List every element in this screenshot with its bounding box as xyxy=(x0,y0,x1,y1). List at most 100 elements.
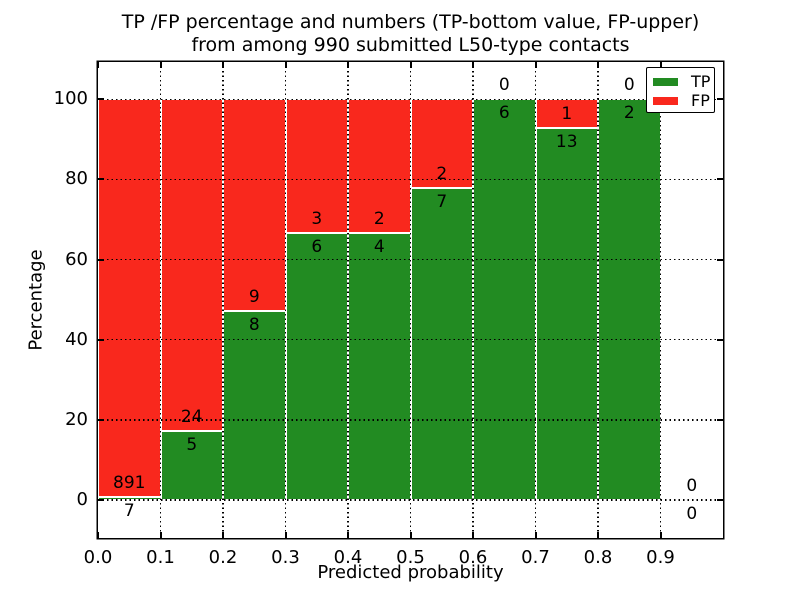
gridline-v-0p6 xyxy=(472,62,474,538)
labels-layer: 891 7 24 5 9 8 3 6 2 4 2 7 0 6 1 13 0 2 0 0 xyxy=(98,62,723,538)
tp-count-label-bin3: 6 xyxy=(311,236,323,257)
x-tick-top-0.9 xyxy=(659,62,662,68)
y-tick-left-0 xyxy=(98,498,104,501)
tp-count-label-bin7: 13 xyxy=(555,131,578,152)
fp-count-label-bin1: 24 xyxy=(180,406,203,427)
legend: TP FP xyxy=(646,67,715,113)
bars-layer xyxy=(98,62,723,538)
plot-area: 891 7 24 5 9 8 3 6 2 4 2 7 0 6 1 13 0 2 0 0 0.0 0.1 0.2 0.3 0.4 0… xyxy=(54,62,723,568)
tp-count-label-bin2: 8 xyxy=(248,315,260,336)
y-tick-right-100 xyxy=(717,98,723,101)
x-tick-label-0.7: 0.7 xyxy=(521,547,550,568)
gridline-v-0p2 xyxy=(222,62,224,538)
x-tick-label-0.8: 0.8 xyxy=(583,547,613,568)
y-tick-label-60: 60 xyxy=(65,248,88,270)
y-tick-left-80 xyxy=(98,178,104,181)
x-tick-label-0.1: 0.1 xyxy=(146,547,175,568)
x-tick-top-0.3 xyxy=(284,62,287,68)
fp-count-label-bin0: 891 xyxy=(113,472,146,493)
tp-count-label-bin0: 7 xyxy=(123,500,135,521)
bar-fp-bin4 xyxy=(348,99,411,233)
x-tick-bottom-0.9 xyxy=(659,532,662,538)
x-tick-top-0.5 xyxy=(409,62,412,68)
gridline-v-0p4 xyxy=(347,62,349,538)
x-tick-bottom-0.1 xyxy=(159,532,162,538)
bar-fp-bin3 xyxy=(285,99,348,233)
x-tick-bottom-0.2 xyxy=(222,532,224,538)
fp-count-label-bin7: 1 xyxy=(561,103,573,124)
gridline-v-0p8 xyxy=(597,62,599,538)
x-tick-label-0.2: 0.2 xyxy=(208,547,238,568)
gridline-v-0p3 xyxy=(284,62,287,538)
y-tick-left-100 xyxy=(98,98,104,101)
x-tick-top-0.7 xyxy=(534,62,537,68)
bar-fp-bin5 xyxy=(410,99,473,189)
legend-tp-swatch-icon xyxy=(653,77,678,86)
chart-title-line1: TP /FP percentage and numbers (TP-bottom… xyxy=(121,11,700,33)
fp-count-label-bin2: 9 xyxy=(248,287,260,308)
legend-tp-label: TP xyxy=(691,72,711,91)
grid-layer xyxy=(98,62,723,538)
y-tick-label-0: 0 xyxy=(76,488,88,510)
ticks-layer xyxy=(97,62,723,538)
x-tick-top-0.4 xyxy=(347,62,349,68)
x-tick-label-0.5: 0.5 xyxy=(396,547,425,568)
x-tick-label-0.0: 0.0 xyxy=(83,547,113,568)
fp-count-label-bin5: 2 xyxy=(436,164,448,185)
y-tick-label-80: 80 xyxy=(65,168,88,190)
x-tick-label-0.9: 0.9 xyxy=(646,547,675,568)
x-axis-label: Predicted probability xyxy=(317,562,504,583)
x-tick-bottom-0.0 xyxy=(97,532,99,538)
fp-count-label-bin6: 0 xyxy=(498,75,510,96)
fp-count-label-bin9: 0 xyxy=(686,475,698,496)
x-tick-bottom-0.6 xyxy=(472,532,474,538)
fp-count-label-bin8: 0 xyxy=(623,75,635,96)
y-tick-label-40: 40 xyxy=(65,328,88,350)
chart-title-line2: from among 990 submitted L50-type contac… xyxy=(191,34,630,56)
tp-count-label-bin8: 2 xyxy=(623,103,635,124)
y-tick-right-0 xyxy=(717,498,723,501)
gridline-v-0p7 xyxy=(534,62,537,538)
chart-title: TP /FP percentage and numbers (TP-bottom… xyxy=(98,11,723,57)
x-tick-top-0.6 xyxy=(472,62,474,68)
legend-item-tp: TP xyxy=(653,72,714,91)
bar-tp-bin4 xyxy=(348,232,411,500)
x-tick-bottom-0.5 xyxy=(409,532,412,538)
x-tick-bottom-0.4 xyxy=(347,532,349,538)
x-tick-label-0.6: 0.6 xyxy=(458,547,488,568)
gridline-v-0p5 xyxy=(409,62,412,538)
x-tick-bottom-0.3 xyxy=(284,532,287,538)
x-tick-bottom-0.7 xyxy=(534,532,537,538)
tp-count-label-bin9: 0 xyxy=(686,503,698,524)
y-tick-right-40 xyxy=(717,338,723,341)
legend-fp-swatch-icon xyxy=(653,96,678,105)
x-tick-label-0.4: 0.4 xyxy=(333,547,363,568)
x-tick-top-0.1 xyxy=(159,62,162,68)
x-tick-bottom-0.8 xyxy=(597,532,599,538)
y-tick-right-20 xyxy=(717,418,723,421)
bar-tp-bin3 xyxy=(285,232,348,500)
x-tick-top-0.8 xyxy=(597,62,599,68)
bar-tp-bin7 xyxy=(535,127,598,500)
gridline-v-0p1 xyxy=(159,62,162,538)
y-tick-left-20 xyxy=(98,418,104,421)
gridline-v-0p9 xyxy=(659,62,662,538)
y-tick-left-40 xyxy=(98,338,104,341)
bar-tp-bin8 xyxy=(598,99,661,500)
fp-count-label-bin3: 3 xyxy=(311,208,323,229)
legend-item-fp: FP xyxy=(653,91,714,110)
fp-count-label-bin4: 2 xyxy=(373,208,385,229)
y-tick-right-80 xyxy=(717,178,723,181)
y-tick-right-60 xyxy=(717,258,723,261)
tp-count-label-bin6: 6 xyxy=(498,103,510,124)
legend-fp-label: FP xyxy=(691,91,710,110)
x-tick-label-0.3: 0.3 xyxy=(271,547,300,568)
tp-count-label-bin5: 7 xyxy=(436,192,448,213)
tp-count-label-bin4: 4 xyxy=(373,236,385,257)
x-tick-top-0.0 xyxy=(97,62,99,68)
tp-count-label-bin1: 5 xyxy=(186,434,198,455)
x-tick-top-0.2 xyxy=(222,62,224,68)
y-tick-label-100: 100 xyxy=(53,88,88,110)
y-tick-label-20: 20 xyxy=(65,408,88,430)
